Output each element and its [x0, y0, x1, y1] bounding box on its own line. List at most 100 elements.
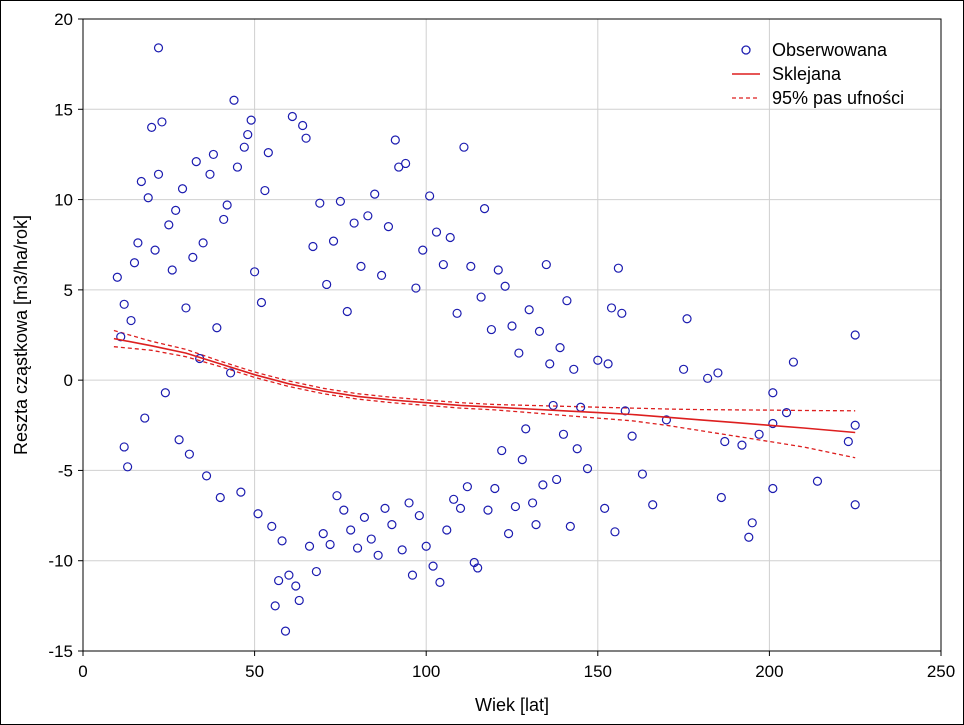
observed-point: [315, 198, 325, 208]
observed-point: [768, 418, 778, 429]
observed-point: [177, 184, 188, 194]
observed-point: [781, 408, 792, 418]
observed-point: [129, 258, 140, 268]
observed-point: [123, 462, 133, 472]
observed-point: [768, 388, 778, 398]
observed-point: [191, 157, 201, 167]
axis-ticks: 0 50 100 150 200 250 -15 -10 -5 0 5 10 15 20: [48, 10, 955, 681]
observed-point: [565, 521, 575, 532]
observed-point: [703, 373, 713, 383]
observed-point: [294, 595, 304, 606]
x-tick-label: 100: [412, 662, 440, 681]
observed-point: [136, 176, 146, 187]
observed-point: [527, 498, 538, 508]
observed-point: [788, 357, 799, 367]
observed-point: [133, 238, 143, 248]
observed-point: [143, 193, 153, 203]
observed-point: [449, 494, 459, 504]
observed-point: [335, 196, 345, 206]
observed-point: [610, 527, 620, 537]
observed-point: [476, 292, 486, 302]
y-tick-label: 20: [54, 10, 73, 29]
observed-point: [843, 436, 853, 447]
plot-area-border: [82, 18, 942, 652]
observed-point: [411, 283, 421, 293]
observed-point: [627, 431, 637, 441]
x-tick-label: 250: [927, 662, 955, 681]
observed-point: [414, 510, 424, 521]
observed-point: [267, 521, 277, 532]
observed-point: [534, 326, 545, 336]
observed-point: [346, 525, 356, 535]
confidence-band-upper: [113, 329, 856, 412]
observed-point: [363, 211, 373, 221]
observed-point: [404, 498, 414, 508]
observed-point: [394, 162, 404, 172]
legend: Obserwowana Sklejana 95% pas ufności: [732, 40, 904, 108]
observed-point: [383, 222, 394, 232]
observed-point: [201, 471, 212, 481]
y-tick-label: -10: [48, 552, 73, 571]
observed-point: [648, 500, 658, 510]
observed-point: [318, 529, 328, 539]
observed-point: [462, 482, 472, 492]
observed-point: [342, 306, 352, 317]
observed-point: [497, 445, 507, 456]
observed-point: [524, 305, 534, 315]
y-tick-label: 5: [64, 281, 73, 300]
observed-point: [339, 505, 349, 515]
confidence-band-lower: [113, 346, 856, 459]
observed-point: [236, 487, 246, 497]
observed-point: [119, 442, 129, 452]
observed-point: [428, 561, 438, 571]
observed-point: [479, 204, 490, 214]
observed-point: [349, 218, 359, 228]
observed-point: [366, 534, 376, 544]
observed-point: [229, 95, 239, 105]
observed-point: [606, 303, 617, 313]
observed-point: [253, 509, 263, 519]
observed-point: [548, 400, 558, 411]
grid-lines: [82, 18, 942, 652]
observed-point: [140, 413, 150, 423]
observed-point: [304, 541, 315, 551]
observed-point: [431, 227, 442, 237]
observed-point: [215, 492, 225, 503]
observed-point: [174, 435, 184, 445]
observed-point: [493, 265, 503, 275]
observed-point: [438, 259, 448, 270]
observed-point: [181, 303, 191, 313]
observed-point: [768, 483, 778, 494]
observed-point: [421, 541, 431, 551]
observed-point: [243, 129, 253, 140]
observed-point: [287, 111, 297, 122]
observed-point: [500, 281, 510, 291]
observed-point: [311, 566, 321, 577]
observed-point: [637, 469, 648, 479]
observed-point: [188, 252, 198, 262]
observed-point: [850, 500, 860, 510]
observed-point: [239, 142, 249, 152]
observed-point: [459, 142, 469, 152]
x-tick-label: 0: [78, 662, 87, 681]
observed-point: [678, 364, 689, 374]
observed-point: [737, 440, 747, 450]
observed-point: [401, 158, 411, 169]
observed-point: [425, 191, 435, 201]
observed-point: [603, 359, 613, 369]
observed-point: [538, 480, 548, 490]
observed-point: [376, 270, 387, 281]
observed-point: [555, 343, 565, 353]
observed-point: [545, 359, 555, 369]
observed-point: [274, 575, 284, 586]
y-tick-label: 15: [54, 100, 73, 119]
observed-point: [205, 169, 215, 179]
observed-point: [466, 261, 476, 271]
observed-point: [661, 415, 672, 425]
y-axis-title: Reszta cząstkowa [m3/ha/rok]: [11, 215, 31, 455]
observed-point: [291, 581, 301, 591]
observed-point: [150, 245, 160, 255]
observed-point: [167, 265, 177, 275]
